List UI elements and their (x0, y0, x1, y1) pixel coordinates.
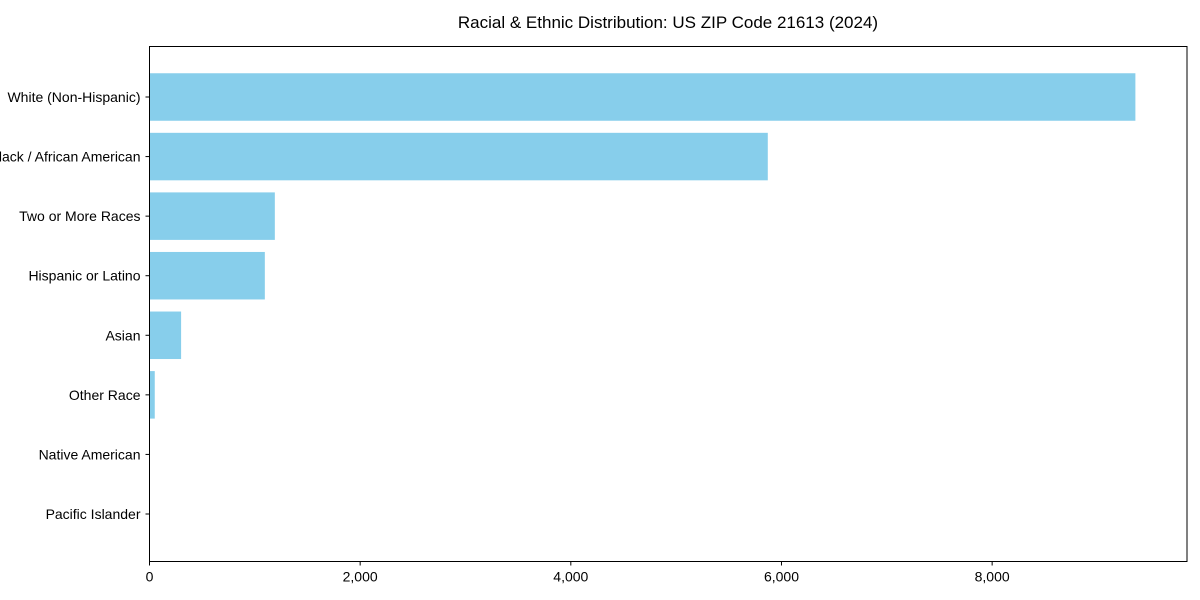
x-tick-label: 6,000 (764, 569, 799, 585)
category-label: White (Non-Hispanic) (7, 89, 140, 105)
category-label: Two or More Races (19, 208, 140, 224)
bar (149, 73, 1136, 121)
bar (149, 192, 275, 240)
category-label: Native American (39, 446, 141, 462)
category-label: Other Race (69, 387, 141, 403)
category-label: Pacific Islander (46, 506, 141, 522)
plot-frame (149, 46, 1188, 562)
x-tick-label: 4,000 (553, 569, 588, 585)
bar (149, 132, 768, 181)
category-label: Hispanic or Latino (28, 268, 140, 284)
bar (149, 371, 155, 419)
category-label: Black / African American (0, 149, 141, 165)
x-tick-label: 0 (146, 569, 154, 585)
bar (149, 251, 265, 300)
x-tick-label: 2,000 (343, 569, 378, 585)
x-tick-label: 8,000 (975, 569, 1010, 585)
chart-title: Racial & Ethnic Distribution: US ZIP Cod… (457, 13, 879, 32)
category-label: Asian (105, 327, 140, 343)
bar (149, 311, 182, 360)
